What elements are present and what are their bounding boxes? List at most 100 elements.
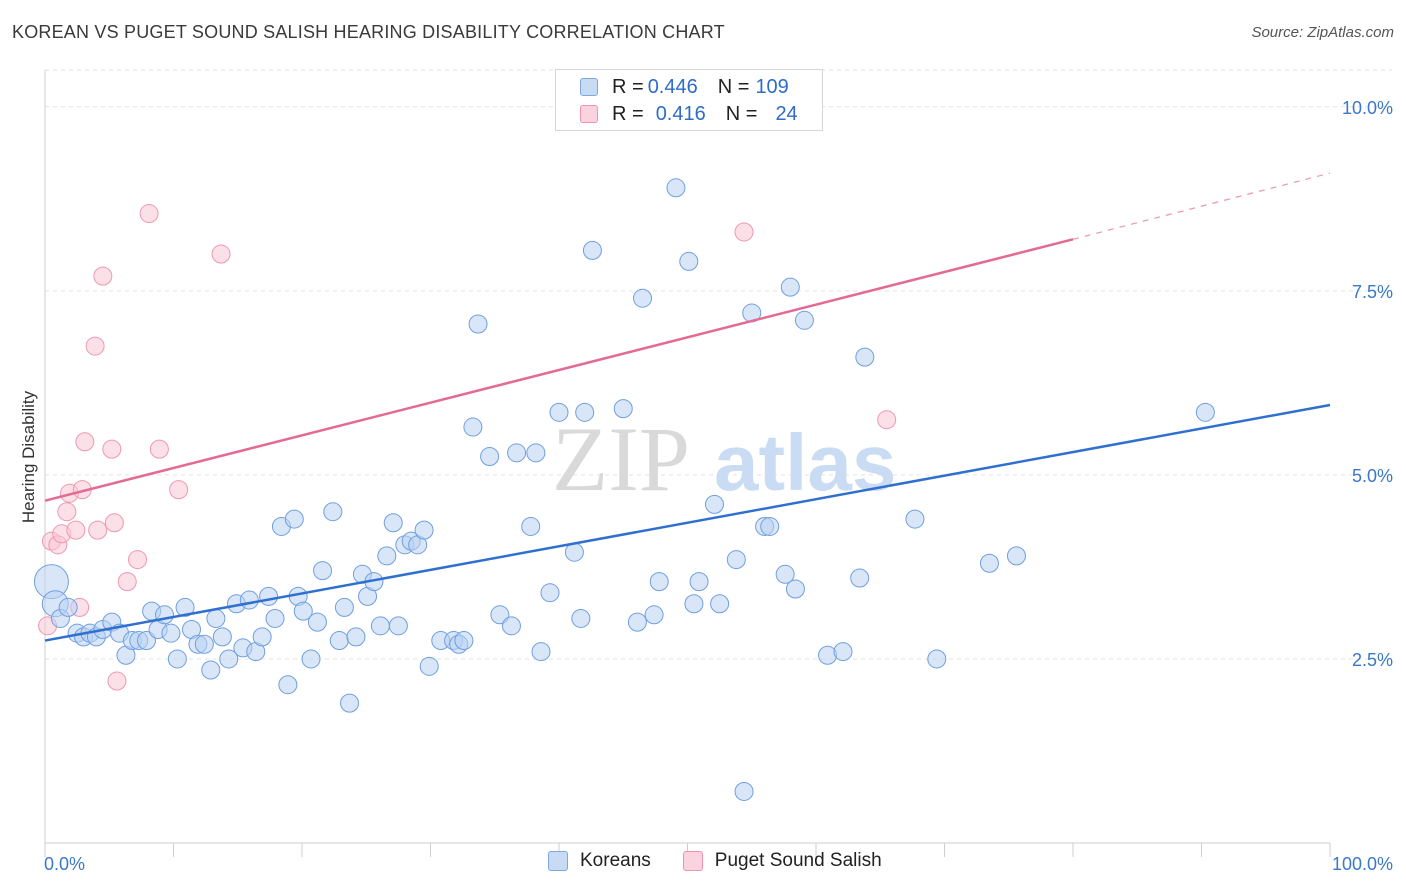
korean-point xyxy=(194,634,214,654)
watermark-atlas: atlas xyxy=(714,418,896,507)
korean-point xyxy=(212,627,232,647)
korean-point xyxy=(905,509,925,529)
korean-point xyxy=(265,608,285,628)
korean-point xyxy=(613,399,633,419)
korean-point xyxy=(284,509,304,529)
korean-point xyxy=(684,594,704,614)
korean-point xyxy=(526,443,546,463)
korean-point xyxy=(370,616,390,636)
korean-point xyxy=(794,310,814,330)
watermark: ZIP atlas xyxy=(552,408,896,510)
korean-point xyxy=(301,649,321,669)
korean-point xyxy=(575,402,595,422)
korean-point xyxy=(161,623,181,643)
salish-point xyxy=(66,520,86,540)
korean-point xyxy=(329,631,349,651)
korean-point xyxy=(649,572,669,592)
salish-point xyxy=(93,266,113,286)
salish-point xyxy=(57,502,77,522)
korean-point xyxy=(689,572,709,592)
korean-point xyxy=(704,494,724,514)
korean-point xyxy=(278,675,298,695)
korean-point xyxy=(627,612,647,632)
legend-n-value: 24 xyxy=(775,102,798,125)
x-tick-label: 0.0% xyxy=(44,854,85,874)
salish-point xyxy=(104,513,124,533)
y-tick-label: 5.0% xyxy=(1352,466,1393,486)
legend-item-koreans: Koreans xyxy=(548,850,651,872)
legend-r-label: R = xyxy=(612,75,644,98)
legend-r-label: R = xyxy=(612,102,644,125)
korean-point xyxy=(531,642,551,662)
salish-point xyxy=(149,439,169,459)
legend-n-value: 109 xyxy=(755,75,789,98)
legend-r-value: 0.446 xyxy=(647,75,698,98)
korean-point xyxy=(252,627,272,647)
korean-point xyxy=(454,631,474,651)
korean-point xyxy=(58,597,78,617)
korean-point xyxy=(979,553,999,573)
korean-point xyxy=(760,516,780,536)
korean-point xyxy=(1006,546,1026,566)
salish-point xyxy=(107,671,127,691)
korean-point xyxy=(785,579,805,599)
korean-point xyxy=(419,656,439,676)
korean-point xyxy=(155,605,175,625)
salish-point xyxy=(85,336,105,356)
korean-point xyxy=(463,417,483,437)
korean-point xyxy=(377,546,397,566)
salish-point xyxy=(117,572,137,592)
korean-point xyxy=(633,288,653,308)
legend-row-koreans: R = 0.446 N = 109 xyxy=(580,74,789,100)
korean-point xyxy=(582,240,602,260)
salish-point xyxy=(169,480,189,500)
korean-point xyxy=(549,402,569,422)
korean-point xyxy=(501,616,521,636)
legend-swatch-koreans xyxy=(580,78,598,96)
korean-point xyxy=(710,594,730,614)
y-tick-label: 10.0% xyxy=(1342,98,1393,118)
legend-item-salish: Puget Sound Salish xyxy=(682,850,882,872)
y-tick-label: 2.5% xyxy=(1352,650,1393,670)
legend-swatch-koreans xyxy=(548,851,568,871)
korean-point xyxy=(346,627,366,647)
salish-point xyxy=(75,432,95,452)
salish-point xyxy=(734,222,754,242)
korean-point xyxy=(239,590,259,610)
korean-point xyxy=(388,616,408,636)
korean-point xyxy=(571,608,591,628)
korean-point xyxy=(521,516,541,536)
salish-point xyxy=(211,244,231,264)
legend-n-label: N = xyxy=(725,102,758,125)
korean-point xyxy=(383,513,403,533)
korean-point xyxy=(137,631,157,651)
salish-point xyxy=(877,410,897,430)
korean-point xyxy=(259,586,279,606)
salish-point xyxy=(139,204,159,224)
salish-trend-line xyxy=(44,238,1074,502)
korean-point xyxy=(666,178,686,198)
chart-title: KOREAN VS PUGET SOUND SALISH HEARING DIS… xyxy=(12,22,725,42)
korean-point xyxy=(293,601,313,621)
korean-point xyxy=(780,277,800,297)
legend-label-koreans: Koreans xyxy=(580,850,651,871)
correlation-legend: R = 0.446 N = 109 R = 0.416 N = 24 xyxy=(555,69,823,131)
korean-point xyxy=(1195,402,1215,422)
salish-point xyxy=(128,550,148,570)
legend-row-salish: R = 0.416 N = 24 xyxy=(580,101,798,127)
y-tick-label: 7.5% xyxy=(1352,282,1393,302)
korean-point xyxy=(679,251,699,271)
korean-point xyxy=(175,597,195,617)
korean-point xyxy=(855,347,875,367)
korean-point xyxy=(307,612,327,632)
salish-point xyxy=(102,439,122,459)
korean-point xyxy=(201,660,221,680)
legend-n-label: N = xyxy=(717,75,750,98)
tick-labels: 2.5% 5.0% 7.5% 10.0% 0.0% 100.0% xyxy=(44,98,1393,874)
salish-point xyxy=(88,520,108,540)
korean-point xyxy=(468,314,488,334)
korean-point xyxy=(644,605,664,625)
korean-point xyxy=(313,561,333,581)
series-legend: Koreans Puget Sound Salish xyxy=(548,850,914,872)
